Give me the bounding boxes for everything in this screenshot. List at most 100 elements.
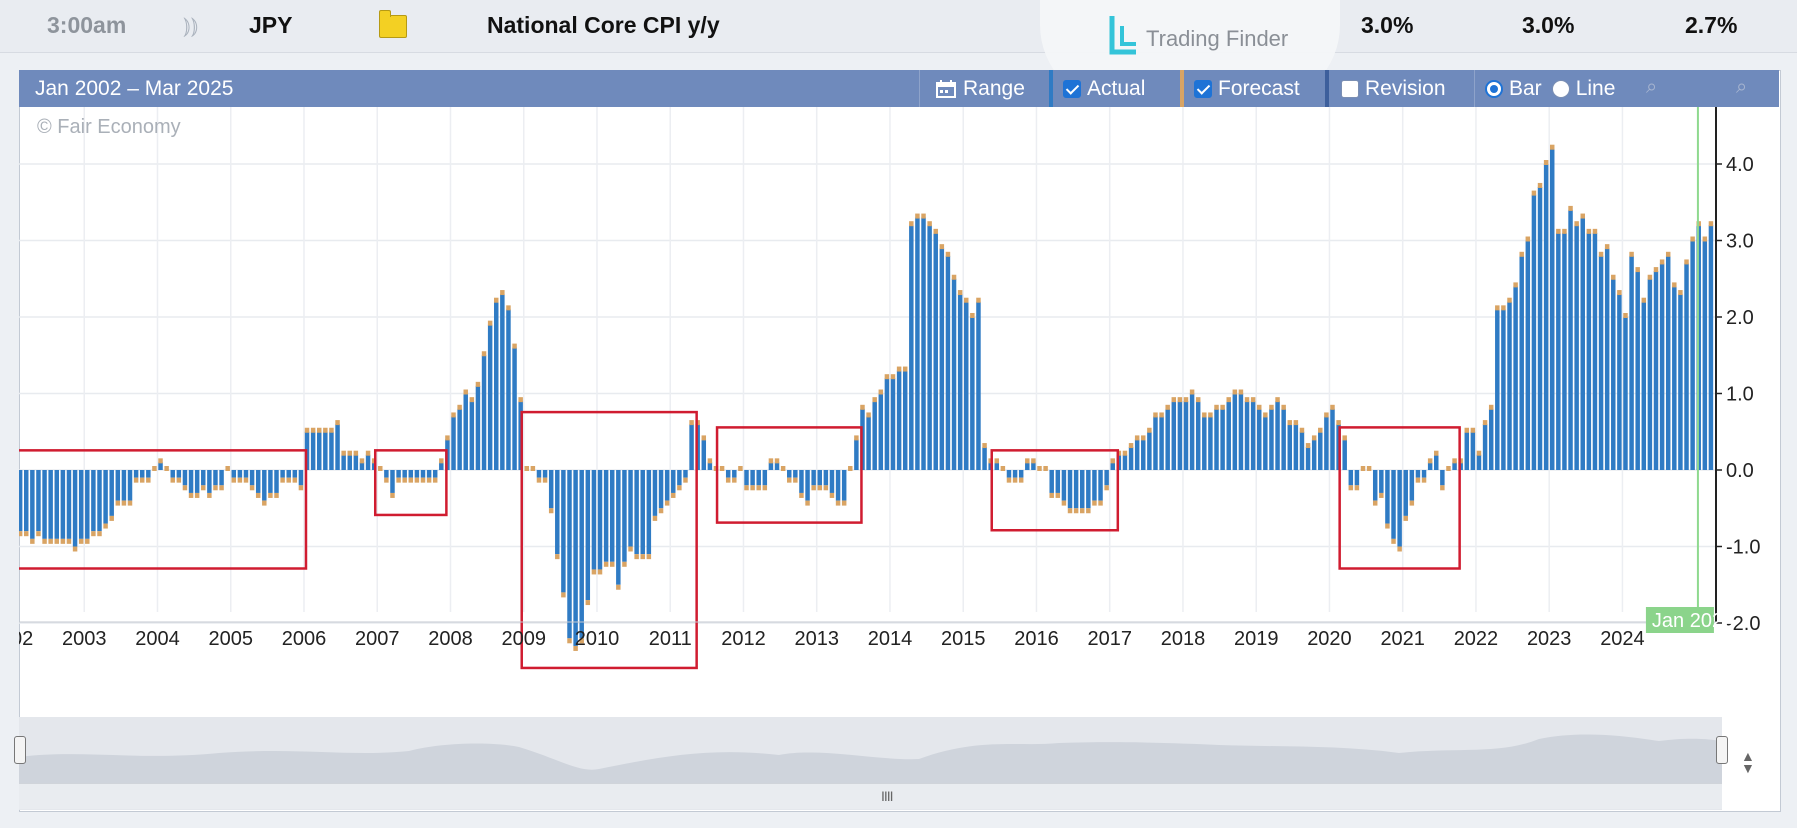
forecast-bar (1574, 221, 1579, 227)
actual-bar (957, 294, 963, 470)
forecast-bar (1647, 274, 1653, 280)
folder-icon[interactable] (379, 10, 407, 38)
chart-mode-group: Bar Line (1474, 70, 1655, 107)
forecast-bar (1000, 466, 1006, 471)
actual-bar (890, 378, 896, 470)
forecast-bar (1342, 435, 1347, 441)
forecast-bar (268, 492, 273, 498)
x-tick-label: 2014 (868, 628, 913, 650)
forecast-bar (524, 466, 530, 471)
forecast-bar (97, 531, 102, 537)
actual-bar (121, 470, 127, 501)
actual-bar (1293, 424, 1299, 470)
forecast-bar (1043, 466, 1048, 471)
actual-bar (30, 470, 35, 539)
actual-bar (1299, 431, 1305, 470)
forecast-bar (1195, 397, 1201, 403)
actual-bar (1153, 416, 1158, 470)
forecast-bar (909, 221, 914, 227)
forecast-bar (1537, 182, 1543, 188)
navigator-left-handle[interactable] (14, 736, 26, 764)
forecast-bar (353, 450, 359, 456)
actual-toggle[interactable]: Actual (1057, 70, 1189, 107)
forecast-checkbox[interactable] (1194, 79, 1212, 98)
actual-bar (1379, 470, 1384, 493)
forecast-bar (530, 466, 536, 471)
actual-value: 3.0% (1361, 12, 1414, 38)
forecast-bar (420, 477, 426, 483)
actual-bar (1220, 408, 1225, 470)
actual-bar (402, 470, 407, 478)
actual-bar (689, 424, 694, 470)
forecast-bar (1293, 420, 1299, 426)
scrollbar[interactable]: IIII (19, 783, 1722, 809)
zoom-out-icon[interactable]: ⌕ (1736, 76, 1748, 98)
forecast-bar (725, 477, 731, 483)
forecast-bar (1244, 397, 1250, 403)
actual-bar (799, 470, 804, 493)
actual-bar (1318, 431, 1323, 470)
actual-bar (1415, 470, 1421, 478)
zoom-in-icon[interactable]: ⌕ (1646, 76, 1658, 98)
forecast-bar (439, 458, 444, 464)
forecast-bar (1263, 412, 1268, 418)
forecast-bar (1171, 397, 1177, 403)
cursor-label: Jan 2025 (1652, 610, 1734, 632)
actual-bar (1086, 470, 1091, 509)
actual-bar (1598, 255, 1604, 470)
sound-icon[interactable]: ⦆⦆ (183, 12, 199, 38)
actual-bar (671, 470, 676, 493)
line-radio[interactable] (1551, 79, 1570, 98)
actual-bar (1501, 309, 1506, 470)
forecast-bar (1543, 160, 1549, 165)
forecast-bar (121, 500, 127, 506)
forecast-bar (518, 397, 523, 403)
x-tick-label: 2016 (1014, 628, 1059, 650)
forecast-bar (54, 538, 60, 544)
actual-bar (677, 470, 682, 486)
forecast-bar (1488, 404, 1494, 410)
actual-bar (1061, 470, 1067, 501)
forecast-bar (542, 477, 548, 483)
forecast-bar (475, 381, 481, 387)
forecast-bar (402, 477, 407, 483)
forecast-bar (756, 485, 761, 491)
actual-bar (1586, 232, 1592, 470)
forecast-toggle[interactable]: Forecast (1188, 70, 1334, 107)
actual-bar (1678, 294, 1683, 470)
actual-bar (310, 431, 316, 470)
actual-bar (866, 416, 871, 470)
x-tick-label: 2012 (721, 628, 766, 650)
forecast-bar (1476, 450, 1482, 456)
revision-checkbox[interactable] (1341, 79, 1359, 98)
actual-bar (1556, 232, 1561, 470)
actual-bar (85, 470, 90, 539)
x-tick-label: 2004 (135, 628, 180, 650)
scrollbar-grip[interactable]: IIII (881, 788, 894, 804)
actual-bar (188, 470, 194, 493)
forecast-bar (677, 485, 682, 491)
forecast-bar (1592, 228, 1598, 234)
x-tick-label: 2003 (62, 628, 107, 650)
actual-bar (1348, 470, 1354, 486)
forecast-bar (536, 477, 542, 483)
revision-toggle[interactable]: Revision (1333, 70, 1481, 107)
forecast-bar (1495, 305, 1500, 311)
range-button[interactable]: Range (919, 70, 1062, 107)
actual-bar (1257, 408, 1262, 470)
forecast-bar (951, 274, 957, 280)
forecast-bar (24, 531, 29, 537)
highlight-boxes (19, 410, 1461, 670)
bar-radio[interactable] (1485, 79, 1503, 98)
scroll-arrows-icon[interactable]: ▲ ▼ (1741, 748, 1755, 776)
actual-bar (756, 470, 761, 486)
forecast-bar (152, 466, 157, 471)
highlight-box (1338, 426, 1461, 570)
forecast-bar (915, 213, 920, 219)
actual-bar (933, 232, 938, 470)
actual-bar (268, 470, 273, 493)
actual-checkbox[interactable] (1063, 79, 1081, 98)
highlight-box (990, 449, 1120, 532)
navigator-right-handle[interactable] (1716, 736, 1728, 764)
event-title[interactable]: National Core CPI y/y (487, 12, 720, 38)
